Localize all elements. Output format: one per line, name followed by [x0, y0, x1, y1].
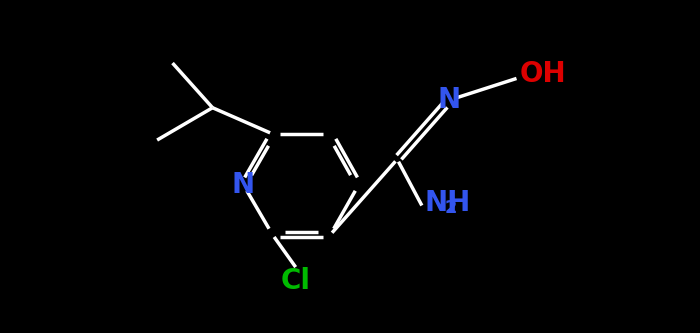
- Text: N: N: [438, 86, 461, 114]
- Text: 2: 2: [445, 199, 458, 217]
- Text: NH: NH: [424, 189, 471, 217]
- Text: OH: OH: [519, 60, 566, 88]
- Text: Cl: Cl: [281, 267, 311, 295]
- Text: N: N: [232, 171, 255, 199]
